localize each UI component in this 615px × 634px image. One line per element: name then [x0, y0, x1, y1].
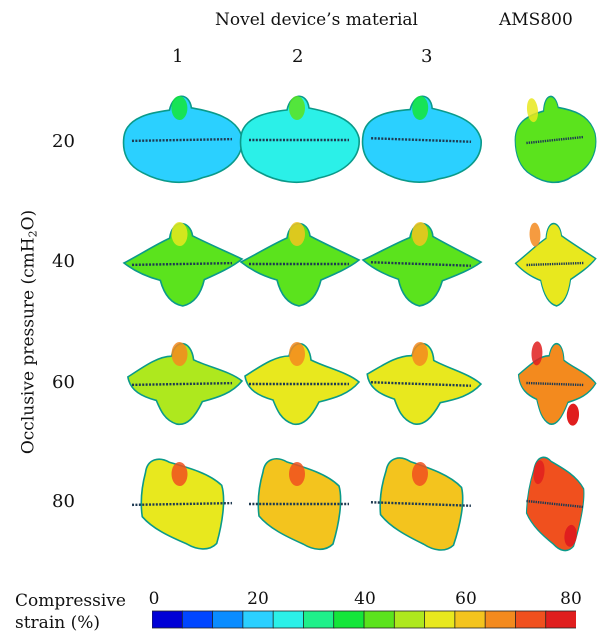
- seam-line: [370, 381, 471, 387]
- strain-map-row3-col3: [366, 341, 483, 425]
- strain-hotspot: [171, 462, 188, 487]
- strain-hotspot: [411, 221, 428, 246]
- strain-map-row4-col2: [249, 458, 349, 551]
- colorbar-segment: [303, 610, 335, 629]
- strain-hotspot: [526, 98, 539, 123]
- colorbar-segment: [363, 610, 396, 629]
- colorbar-tick-0: 0: [148, 589, 160, 609]
- colorbar-segment: [333, 610, 365, 629]
- ams800-title: AMS800: [499, 10, 573, 30]
- strain-hotspot-lower: [564, 524, 577, 547]
- colorbar-segment: [152, 610, 184, 629]
- seam-line: [526, 499, 584, 509]
- colorbar-segment: [393, 610, 426, 629]
- strain-map-body: [379, 457, 464, 551]
- colorbar-tick-80: 80: [560, 589, 582, 609]
- seam-line: [371, 137, 472, 143]
- strain-map-row3-col2: [244, 342, 361, 426]
- colorbar-segment: [242, 610, 275, 629]
- strain-map-body: [239, 95, 360, 184]
- colorbar-segment: [181, 610, 214, 629]
- seam-line: [132, 261, 233, 267]
- colorbar: [152, 610, 576, 629]
- strain-hotspot: [171, 222, 188, 247]
- strain-map-row4-col3: [370, 457, 471, 551]
- colorbar-segment: [545, 610, 576, 629]
- strain-hotspot: [289, 342, 305, 366]
- row-label-80: 80: [52, 491, 75, 512]
- colorbar-segment: [454, 610, 487, 629]
- strain-hotspot: [411, 461, 428, 486]
- seam-line: [132, 381, 233, 387]
- column-label-1: 1: [172, 46, 184, 67]
- strain-map-row4-col1: [132, 458, 233, 550]
- seam-line: [370, 501, 471, 507]
- row-label-20: 20: [52, 131, 75, 152]
- colorbar-segment: [515, 610, 547, 629]
- row-label-40: 40: [52, 251, 75, 272]
- strain-hotspot: [529, 222, 541, 247]
- strain-hotspot: [171, 342, 188, 367]
- strain-map-body: [361, 95, 482, 183]
- seam-line: [132, 501, 233, 507]
- strain-hotspot: [412, 95, 429, 120]
- colorbar-tick-20: 20: [247, 589, 269, 609]
- strain-map-row2-col1: [122, 222, 244, 307]
- strain-map-row1-col1: [122, 95, 243, 184]
- strain-map-body: [514, 222, 597, 307]
- column-label-2: 2: [292, 46, 304, 67]
- strain-hotspot: [289, 96, 305, 120]
- strain-map-row3-col4: [517, 341, 597, 426]
- strain-map-row1-col2: [239, 95, 360, 184]
- colorbar-label: Compressive strain (%): [15, 590, 126, 634]
- strain-map-body: [257, 458, 342, 551]
- strain-map-row3-col1: [127, 342, 244, 426]
- colorbar-segment: [484, 610, 517, 629]
- strain-map-body: [140, 458, 225, 550]
- seam-line: [370, 261, 471, 267]
- strain-hotspot: [411, 341, 428, 366]
- colorbar-segment: [424, 610, 456, 629]
- strain-map-row1-col3: [361, 95, 482, 183]
- row-label-60: 60: [52, 372, 75, 393]
- colorbar-segment: [212, 610, 244, 629]
- colorbar-tick-60: 60: [455, 589, 477, 609]
- strain-map-row2-col2: [239, 222, 361, 307]
- strain-hotspot: [531, 341, 543, 366]
- strain-map-body: [514, 95, 597, 184]
- strain-hotspot: [289, 462, 305, 486]
- strain-map-row4-col4: [525, 456, 585, 552]
- group-title: Novel device’s material: [215, 10, 418, 30]
- strain-map-row2-col4: [514, 222, 597, 307]
- strain-map-body: [122, 222, 244, 307]
- column-label-3: 3: [421, 46, 433, 67]
- seam-line: [526, 135, 584, 145]
- strain-hotspot-lower: [566, 403, 580, 426]
- strain-hotspot: [289, 222, 305, 246]
- strain-hotspot: [533, 460, 545, 485]
- strain-map-row1-col4: [514, 95, 597, 184]
- colorbar-label-line2: strain (%): [15, 613, 101, 633]
- colorbar-label-line1: Compressive: [15, 591, 126, 611]
- colorbar-segment: [272, 610, 305, 629]
- colorbar-tick-40: 40: [354, 589, 376, 609]
- seam-line: [131, 137, 232, 143]
- strain-hotspot: [171, 96, 188, 121]
- strain-map-row2-col3: [361, 221, 483, 307]
